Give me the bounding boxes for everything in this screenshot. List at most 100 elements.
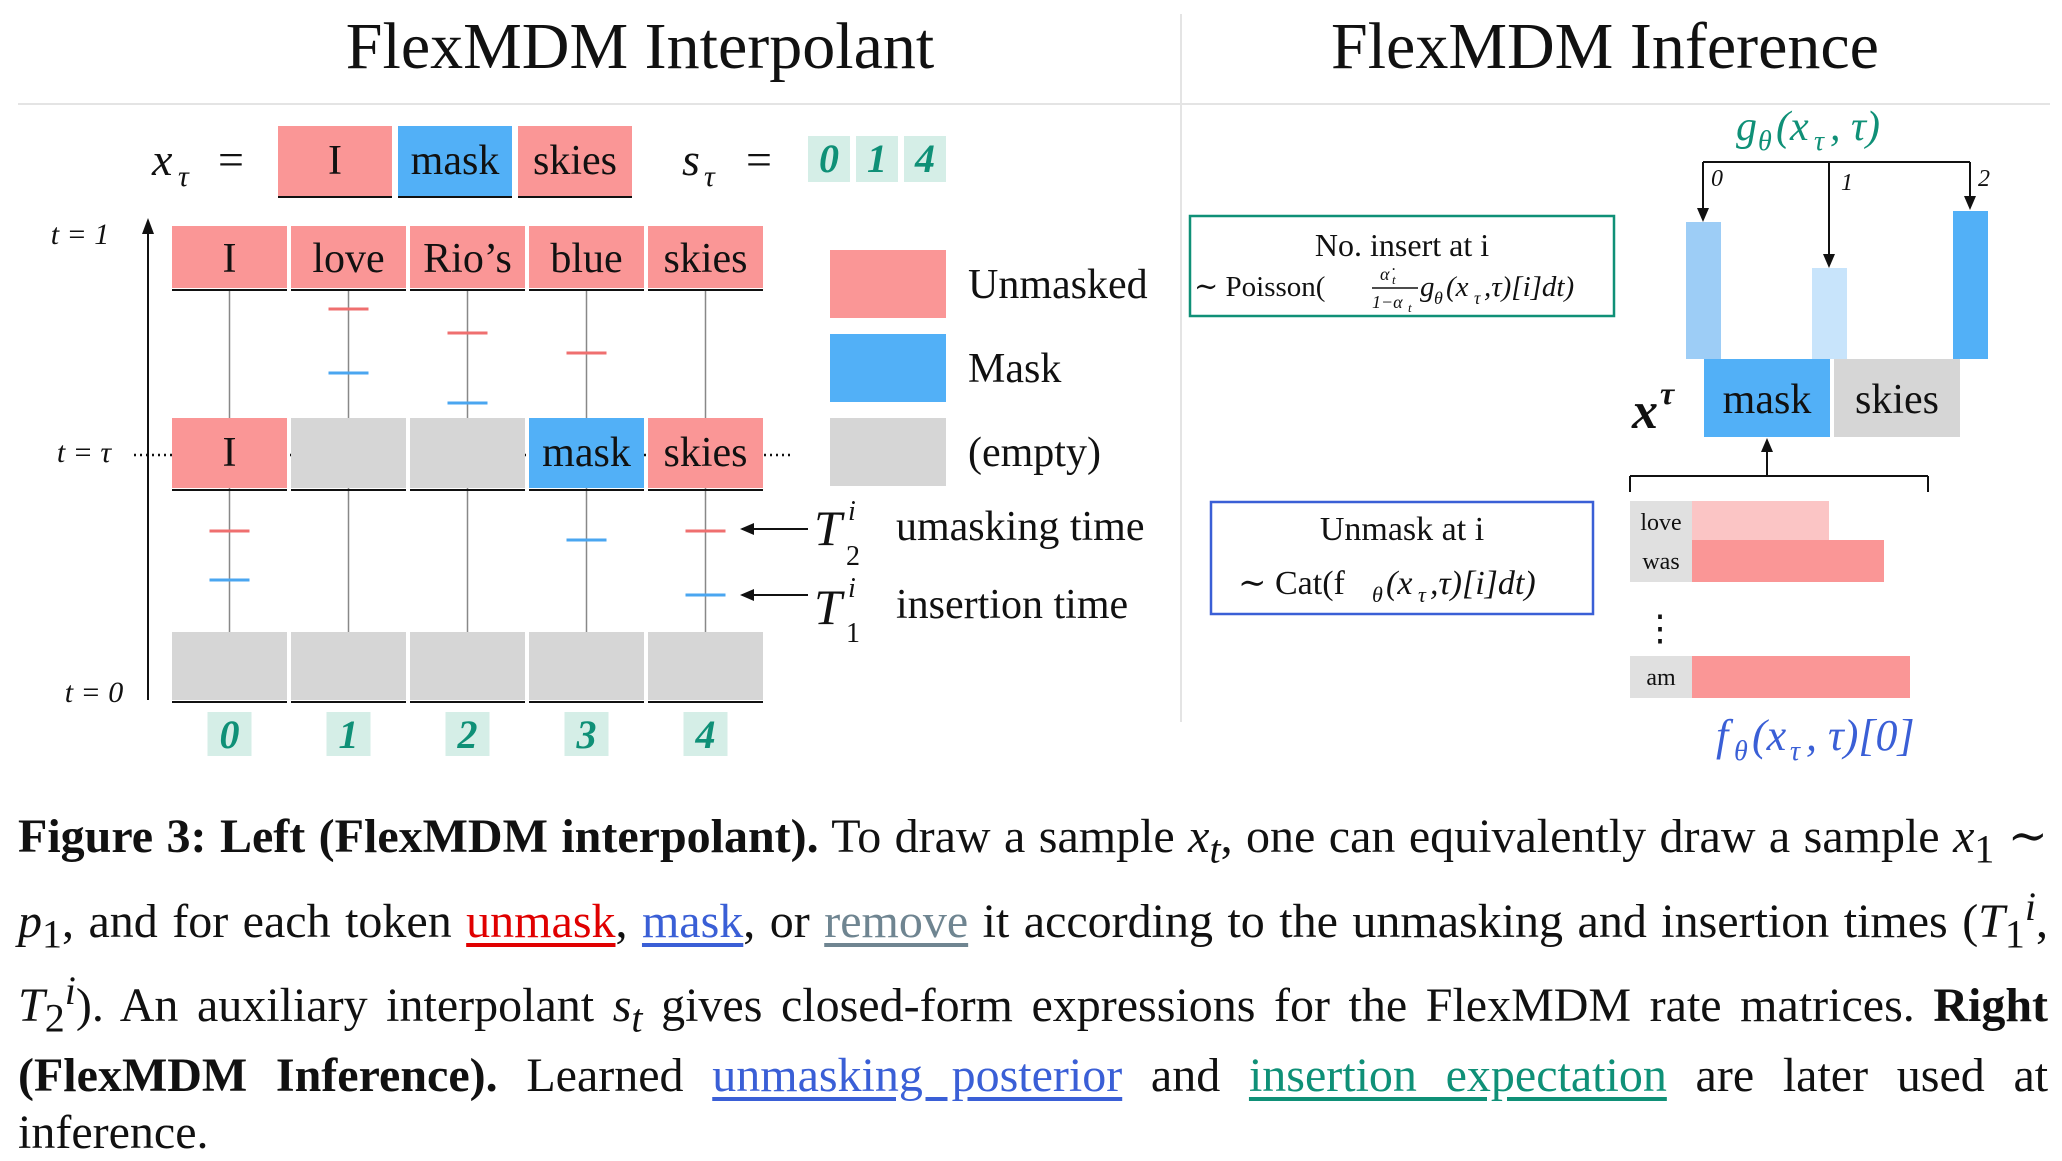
tau-token-0: I <box>223 430 237 476</box>
t1-label: insertion time <box>896 582 1128 628</box>
t1-token-4: skies <box>664 236 748 282</box>
caption-T2-sub: 2 <box>44 995 65 1041</box>
s-tau-box-2 <box>904 136 946 182</box>
g-args-end: , τ) <box>1830 104 1880 150</box>
caption-sim: ∼ <box>1994 810 2049 863</box>
x-tau-subscript: τ <box>178 160 190 193</box>
t1-token-box-2 <box>410 226 525 288</box>
caption-text-2: , one can equivalently draw a sample <box>1220 810 1940 863</box>
t2-annotation: T i 2 umasking time <box>740 496 1144 572</box>
insert-g: g <box>1420 271 1435 303</box>
t1-token-box-0 <box>172 226 287 288</box>
f-args-sub: τ <box>1790 736 1801 767</box>
x-tau-right: x τ mask skies <box>1631 359 1960 440</box>
t2-label: umasking time <box>896 504 1144 550</box>
t1-annotation: T i 1 insertion time <box>740 573 1128 649</box>
x-tau-equals: = <box>218 134 244 185</box>
tau-token-box-0 <box>172 418 287 488</box>
caption-x-t: x <box>1188 810 1210 863</box>
caption-fig-label: Figure 3: <box>18 810 207 863</box>
label-t1: t = 1 <box>51 218 110 251</box>
caption-text-9: and <box>1150 1048 1221 1102</box>
insert-box-prefix: ∼ Poisson( <box>1194 271 1325 303</box>
legend-label-mask: Mask <box>968 346 1061 392</box>
x-tau-token-0: I <box>328 138 342 184</box>
t1-token-box-4 <box>648 226 763 288</box>
x-tau-right-mask-token <box>1704 359 1830 437</box>
vocab-word-box-1 <box>1630 540 1692 582</box>
t2-sub: 2 <box>846 541 860 572</box>
caption-text-4: , or <box>743 894 810 948</box>
insert-args: (x <box>1446 271 1469 303</box>
unmask-box-prefix: ∼ Cat(f <box>1238 565 1346 602</box>
caption-text-3: , and for each token <box>62 894 452 948</box>
g-args: (x <box>1776 104 1809 150</box>
f-tail: , τ)[0] <box>1806 711 1915 760</box>
x-tau-token-1: mask <box>411 138 500 184</box>
s-tau-box-1 <box>856 136 898 182</box>
g-theta-label: g θ (x τ , τ) <box>1736 104 1880 157</box>
vocab-bar-1 <box>1692 540 1884 582</box>
insert-g-sub: θ <box>1434 288 1443 308</box>
x-tau-right-token-0: mask <box>1723 377 1812 423</box>
caption-T2: T <box>18 979 45 1033</box>
caption-comma: , <box>615 894 628 948</box>
caption-right-head: Right (FlexMDM Inference). <box>18 979 2049 1102</box>
vocab-word-2: am <box>1646 665 1676 691</box>
legend-label-empty: (empty) <box>968 430 1101 476</box>
insert-bar-0 <box>1686 222 1721 359</box>
t1-token-2: Rio’s <box>423 236 512 282</box>
legend-swatch-empty <box>830 418 946 486</box>
insert-frac-den-sub: t <box>1408 300 1412 315</box>
f-theta-label: f θ (x τ , τ)[0] <box>1716 711 1915 767</box>
s-tau-box-0 <box>808 136 850 182</box>
t0-token-box-4 <box>648 632 763 700</box>
insert-bars <box>1686 211 1988 359</box>
t0-token-box-3 <box>529 632 644 700</box>
x-tau-symbol: x <box>151 134 173 185</box>
x-tau-token-box-0 <box>278 126 392 196</box>
caption-T1: T <box>1978 894 2005 948</box>
t0-token-box-2 <box>410 632 525 700</box>
caption-word-insertion: insertion expectation <box>1248 1048 1667 1102</box>
position-label-1: 1 <box>339 712 359 757</box>
caption-T1-sup: i <box>2024 883 2036 929</box>
caption-s-t: s <box>612 979 632 1033</box>
caption-x-t-sub: t <box>1209 826 1221 872</box>
caption-text-5: it according to the unmasking and insert… <box>982 894 1948 948</box>
g-symbol: g <box>1736 104 1757 150</box>
t1-token-box-3 <box>529 226 644 288</box>
caption-t-comma: , <box>2036 894 2048 948</box>
tau-token-4: skies <box>664 430 748 476</box>
caption-text-8: Learned <box>526 1048 684 1102</box>
position-box-3 <box>564 712 609 756</box>
position-box-4 <box>683 712 728 756</box>
t2-sup: i <box>848 496 856 527</box>
caption-t-open: ( <box>1962 894 1979 948</box>
g-branches: 0 1 2 <box>1697 161 1990 268</box>
x-tau-token-box-2 <box>518 126 632 196</box>
insert-tail: ,τ)[i]dt) <box>1484 271 1574 303</box>
caption-T1-sub: 1 <box>2004 911 2025 957</box>
unmask-box-line1: Unmask at i <box>1320 511 1484 548</box>
caption-p-1: p <box>18 894 42 948</box>
g-subscript: θ <box>1758 126 1772 157</box>
label-t0: t = 0 <box>65 676 124 709</box>
t1-symbol: T <box>814 579 845 635</box>
caption-t-close: ). <box>75 979 104 1033</box>
legend-swatch-mask <box>830 334 946 402</box>
position-label-2: 2 <box>457 712 478 757</box>
branch-0-label: 0 <box>1711 166 1723 192</box>
insert-box-line1: No. insert at i <box>1315 227 1489 263</box>
insert-bar-2 <box>1953 211 1988 359</box>
insert-bar-1 <box>1812 268 1847 359</box>
vocab-word-1: was <box>1642 549 1679 575</box>
position-box-0 <box>207 712 252 756</box>
caption-word-posterior: unmasking posterior <box>712 1048 1123 1102</box>
position-box-2 <box>445 712 490 756</box>
s-tau-equals: = <box>746 134 772 185</box>
vocab-ellipsis: ⋮ <box>1642 608 1678 648</box>
vocab-word-box-0 <box>1630 501 1692 543</box>
